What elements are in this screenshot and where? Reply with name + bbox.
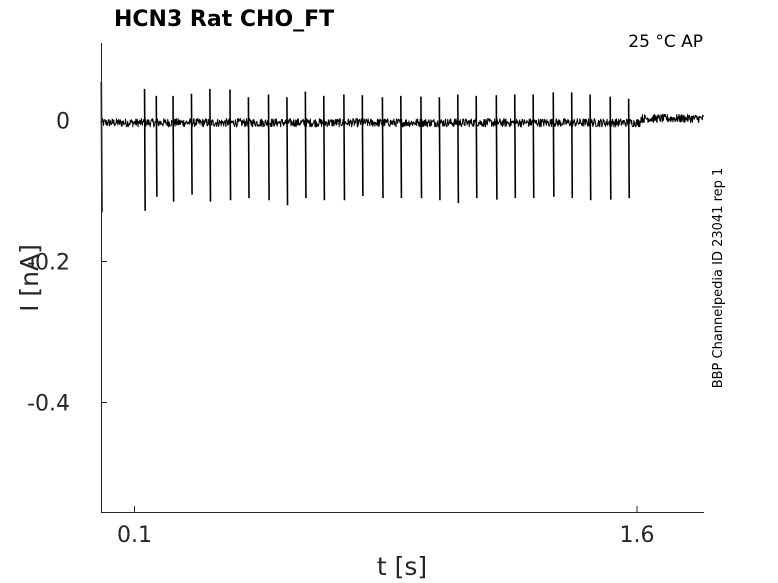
- chart-title: HCN3 Rat CHO_FT: [114, 7, 334, 32]
- spike: [172, 95, 175, 202]
- spike: [475, 95, 478, 199]
- x-tick-label: 0.1: [117, 523, 152, 548]
- spike: [229, 89, 232, 201]
- spike: [143, 88, 146, 211]
- spike: [495, 95, 498, 200]
- spike: [570, 92, 574, 199]
- spike: [190, 93, 193, 195]
- spike: [304, 91, 307, 199]
- spike: [513, 94, 517, 199]
- x-axis-label: t [s]: [377, 552, 427, 581]
- spike-group: [100, 81, 631, 213]
- plot-area: [100, 81, 705, 213]
- x-tick-label: 1.6: [620, 523, 655, 548]
- spike: [420, 96, 423, 199]
- x-ticks: 0.1 1.6: [117, 506, 655, 548]
- spike: [589, 94, 592, 201]
- spike: [343, 94, 346, 201]
- spike: [532, 94, 535, 199]
- condition-label: 25 °C AP: [628, 32, 703, 52]
- spike: [609, 96, 612, 200]
- spike: [381, 97, 384, 199]
- spike: [456, 94, 460, 204]
- y-axis-label: I [nA]: [15, 244, 44, 312]
- y-tick-label: -0.4: [27, 392, 70, 417]
- spike: [627, 98, 631, 199]
- y-tick-label: -0.2: [27, 251, 70, 276]
- spike: [155, 95, 158, 197]
- spike: [322, 95, 326, 201]
- spike: [361, 95, 364, 197]
- side-label: BBP Channelpedia ID 23041 rep 1: [711, 168, 726, 389]
- spike: [209, 88, 212, 202]
- spike: [247, 97, 250, 199]
- spike: [267, 94, 270, 201]
- spike: [400, 95, 403, 199]
- spike: [438, 97, 441, 201]
- spike: [552, 92, 555, 197]
- y-ticks: 0 -0.2 -0.4: [27, 110, 107, 417]
- spike: [286, 97, 289, 206]
- current-trace: [100, 113, 705, 128]
- y-tick-label: 0: [56, 110, 70, 135]
